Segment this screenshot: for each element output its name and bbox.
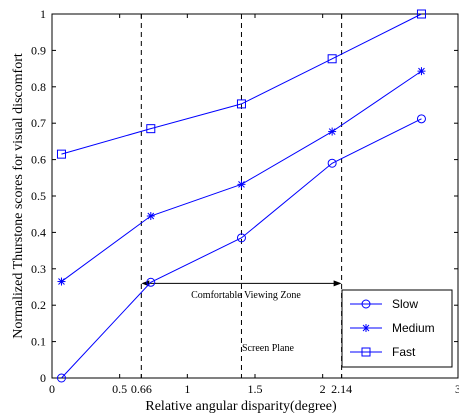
- legend-label-medium: Medium: [392, 321, 435, 335]
- legend-label-fast: Fast: [392, 345, 416, 359]
- y-tick-label: 0.5: [31, 189, 46, 203]
- data-point-medium: [146, 212, 155, 221]
- data-point-fast: [416, 9, 426, 19]
- data-point-medium: [57, 277, 66, 286]
- legend: Slow Medium Fast: [341, 289, 453, 368]
- series-line-slow: [61, 118, 422, 379]
- plot-area: 0 0.5 0.66 1 1.5 2 2.14 3 0 0.1 0.2 0.3 0.4 0.5 0.6 0.…: [31, 7, 459, 396]
- data-point-slow: [56, 373, 66, 383]
- annotations: Comfortable Viewing Zone Screen Plane: [141, 280, 342, 354]
- y-tick-label: 0: [40, 371, 46, 385]
- x-tick-label: 0.66: [131, 382, 152, 396]
- legend-marker-slow: [361, 299, 371, 309]
- series-line-fast: [61, 13, 422, 155]
- y-axis-title: Normalized Thurstone scores for visual d…: [11, 53, 26, 339]
- legend-label-slow: Slow: [392, 297, 418, 311]
- y-tick-label: 0.6: [31, 153, 46, 167]
- y-ticks: 0 0.1 0.2 0.3 0.4 0.5 0.6 0.7 0.8 0.9 1: [31, 7, 458, 385]
- y-tick-label: 0.8: [31, 80, 46, 94]
- y-tick-label: 1: [40, 7, 46, 21]
- x-tick-label: 0: [49, 382, 55, 396]
- legend-items: Slow Medium Fast: [350, 297, 435, 359]
- x-axis-title: Relative angular disparity(degree): [145, 399, 337, 414]
- data-point-medium: [417, 67, 426, 76]
- x-tick-label: 3: [455, 382, 459, 396]
- x-tick-label: 1.5: [248, 382, 263, 396]
- data-point-fast: [236, 99, 246, 109]
- screen-plane-label: Screen Plane: [242, 343, 294, 354]
- x-tick-label: 2.14: [331, 382, 352, 396]
- x-tick-label: 2: [320, 382, 326, 396]
- x-ticks: 0 0.5 0.66 1 1.5 2 2.14 3: [49, 14, 459, 396]
- x-tick-label: 0.5: [112, 382, 127, 396]
- data-point-fast: [146, 124, 156, 134]
- legend-marker-medium: [362, 324, 370, 332]
- data-point-fast: [56, 149, 66, 159]
- data-point-slow: [327, 158, 337, 168]
- y-tick-label: 0.9: [31, 43, 46, 57]
- data-point-slow: [236, 233, 246, 243]
- y-tick-label: 0.3: [31, 262, 46, 276]
- guide-lines: [140, 14, 343, 378]
- zone-arrow-head-right: [333, 280, 342, 287]
- y-tick-label: 0.2: [31, 298, 46, 312]
- zone-label: Comfortable Viewing Zone: [191, 290, 301, 301]
- data-point-medium: [237, 180, 246, 189]
- data-point-fast: [327, 54, 337, 64]
- y-tick-label: 0.7: [31, 116, 46, 130]
- series-layer: [56, 9, 426, 383]
- legend-marker-fast: [361, 347, 371, 357]
- data-point-medium: [328, 127, 337, 136]
- data-point-slow: [416, 114, 426, 124]
- x-tick-label: 1: [184, 382, 190, 396]
- y-tick-label: 0.1: [31, 335, 46, 349]
- y-tick-label: 0.4: [31, 225, 46, 239]
- data-point-slow: [146, 277, 156, 287]
